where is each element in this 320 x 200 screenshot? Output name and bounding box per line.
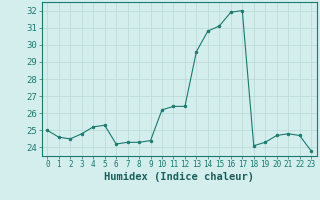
X-axis label: Humidex (Indice chaleur): Humidex (Indice chaleur) xyxy=(104,172,254,182)
